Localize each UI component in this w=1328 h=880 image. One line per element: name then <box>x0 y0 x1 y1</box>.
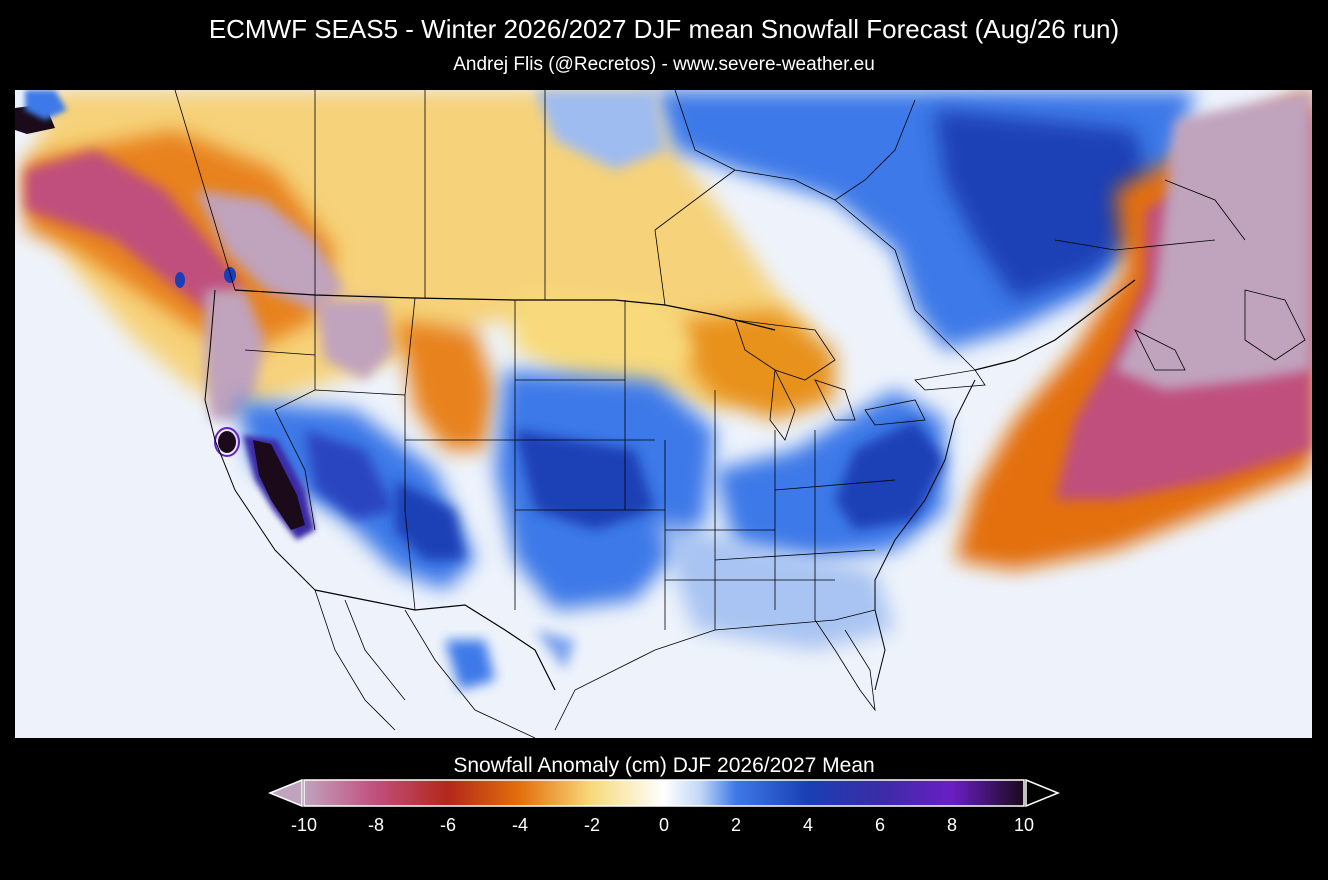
colorbar-gradient <box>303 779 1025 807</box>
colorbar-tick-label: -10 <box>290 815 317 835</box>
map-panel <box>15 90 1312 738</box>
colorbar-tick-label: -6 <box>439 815 456 835</box>
colorbar-title: Snowfall Anomaly (cm) DJF 2026/2027 Mean <box>453 754 875 777</box>
colorbar-tick-label: -2 <box>583 815 600 835</box>
colorbar-extend-high <box>1025 778 1060 808</box>
colorbar-tick-label: 2 <box>730 815 741 835</box>
colorbar-tick-label: 8 <box>946 815 957 835</box>
colorbar-tick-label: -4 <box>511 815 528 835</box>
page-subtitle: Andrej Flis (@Recretos) - www.severe-wea… <box>453 54 875 75</box>
colorbar-extend-low <box>268 778 303 808</box>
colorbar-tick-label: -8 <box>367 815 384 835</box>
colorbar-tick-label: 4 <box>802 815 813 835</box>
page-title: ECMWF SEAS5 - Winter 2026/2027 DJF mean … <box>208 14 1120 44</box>
colorbar-tick-label: 10 <box>1013 815 1035 835</box>
colorbar-tick-label: 0 <box>658 815 669 835</box>
colorbar <box>268 778 1060 808</box>
anomaly-field <box>15 90 1312 690</box>
political-boundaries <box>174 90 1306 738</box>
snowfall-anomaly-map <box>15 90 1312 738</box>
colorbar-tick-label: 6 <box>874 815 885 835</box>
